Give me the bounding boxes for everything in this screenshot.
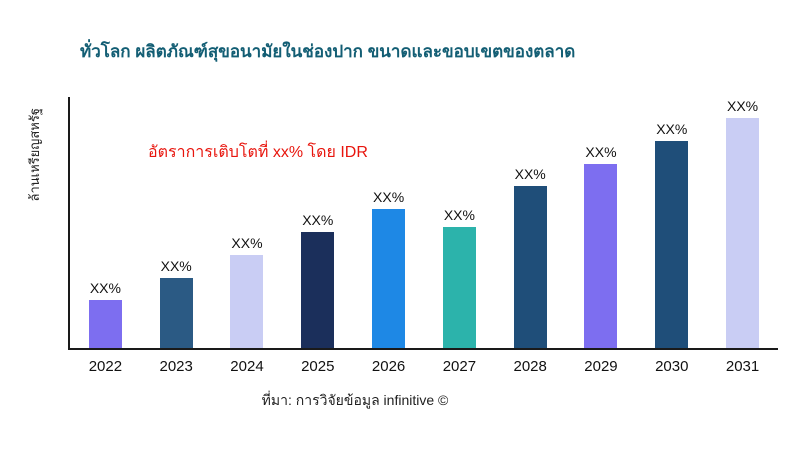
x-tick-label: 2023 xyxy=(159,358,193,375)
x-tick-label: 2022 xyxy=(88,358,123,375)
bar-2029 xyxy=(584,164,618,348)
bar-value-label: XX% xyxy=(160,258,192,274)
bar-2026 xyxy=(372,209,406,348)
bar-value-label: XX% xyxy=(302,212,334,228)
bar-value-label: XX% xyxy=(443,207,475,223)
bar-2031 xyxy=(726,118,760,348)
bar-2023 xyxy=(159,278,193,348)
x-tick-label: 2029 xyxy=(584,358,618,375)
bar-value-label: XX% xyxy=(231,235,263,251)
bar-group-2026: XX% 2026 xyxy=(357,189,421,375)
x-tick-label: 2028 xyxy=(513,358,547,375)
bar-value-label: XX% xyxy=(373,189,405,205)
bar-2028 xyxy=(513,186,547,348)
bar-value-label: XX% xyxy=(727,98,759,114)
bars: XX% 2022 XX% 2023 XX% 2024 XX% 2025 XX% 2026 XX% 20… xyxy=(70,97,778,375)
bar-group-2028: XX% 2028 xyxy=(498,166,562,375)
bar-value-label: XX% xyxy=(514,166,546,182)
bar-chart: XX% 2022 XX% 2023 XX% 2024 XX% 2025 XX% 2026 XX% 20… xyxy=(68,97,778,375)
bar-group-2023: XX% 2023 xyxy=(144,258,208,375)
x-tick-label: 2030 xyxy=(655,358,689,375)
y-axis-label: ล้านเหรียญสหรัฐ xyxy=(27,108,42,202)
source-note: ที่มา: การวิจัยข้อมูล infinitive © xyxy=(261,392,449,408)
x-tick-label: 2025 xyxy=(301,358,335,375)
bar-group-2027: XX% 2027 xyxy=(427,207,491,375)
growth-annotation: อัตราการเติบโตที่ xx% โดย IDR xyxy=(148,144,368,161)
bar-2030 xyxy=(655,141,689,348)
bar-2027 xyxy=(442,227,476,348)
bar-group-2031: XX% 2031 xyxy=(711,98,775,375)
bar-2024 xyxy=(230,255,264,348)
bar-value-label: XX% xyxy=(656,121,688,137)
bar-group-2030: XX% 2030 xyxy=(640,121,704,375)
bar-group-2025: XX% 2025 xyxy=(286,212,350,375)
x-tick-label: 2031 xyxy=(725,358,760,375)
page-title: ทั่วโลก ผลิตภัณฑ์สุขอนามัยในช่องปาก ขนาด… xyxy=(80,42,576,61)
bar-group-2029: XX% 2029 xyxy=(569,144,633,375)
bar-2025 xyxy=(301,232,335,348)
x-tick-label: 2026 xyxy=(371,358,406,375)
bar-group-2024: XX% 2024 xyxy=(215,235,279,375)
bar-group-2022: XX% 2022 xyxy=(73,280,137,375)
bar-value-label: XX% xyxy=(585,144,617,160)
bar-2022 xyxy=(88,300,122,348)
x-tick-label: 2024 xyxy=(230,358,264,375)
bar-value-label: XX% xyxy=(89,280,121,296)
x-tick-label: 2027 xyxy=(442,358,477,375)
